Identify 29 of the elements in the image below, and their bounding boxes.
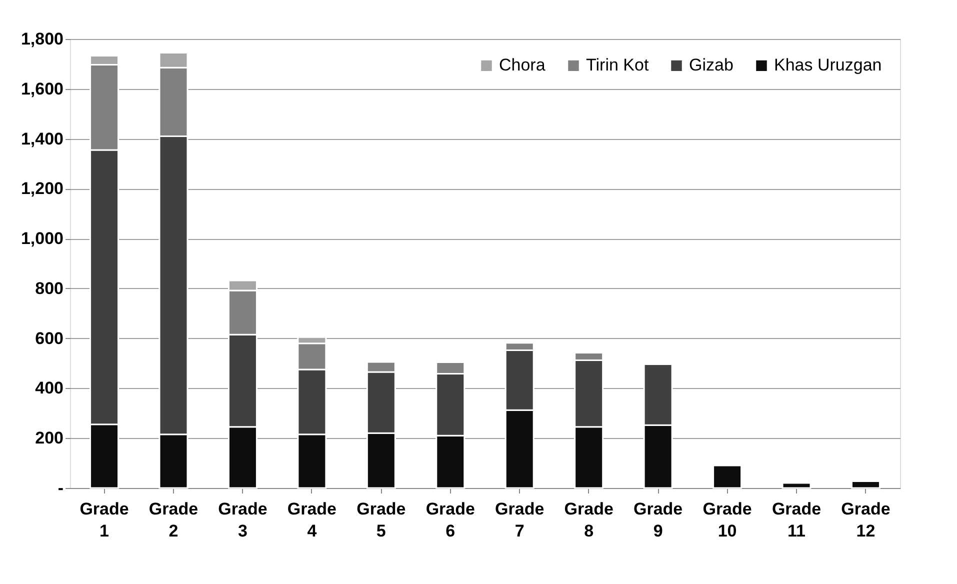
x-tick-label: Grade 12 bbox=[841, 500, 890, 540]
y-tick-label: 1,600 bbox=[20, 79, 64, 98]
legend-label: Tirin Kot bbox=[586, 56, 649, 75]
y-tick-label: 800 bbox=[35, 278, 64, 298]
x-tick-label: Grade 2 bbox=[148, 500, 198, 540]
x-tick-label: Grade 3 bbox=[218, 500, 268, 540]
y-tick-label: 600 bbox=[35, 328, 64, 348]
bar bbox=[712, 464, 742, 489]
y-tick-label: 1,400 bbox=[20, 129, 64, 148]
x-tick-label: Grade 10 bbox=[702, 500, 752, 540]
x-tick-label: Grade 6 bbox=[426, 500, 475, 540]
bar bbox=[850, 480, 880, 489]
y-tick-label: 1,800 bbox=[20, 30, 64, 48]
x-tick-label: Grade 5 bbox=[356, 500, 406, 540]
y-tick-label: 200 bbox=[35, 428, 64, 448]
y-tick-label: 1,200 bbox=[20, 179, 64, 198]
legend-label: Chora bbox=[499, 56, 546, 75]
y-tick-label: 400 bbox=[35, 378, 64, 398]
x-tick-label: Grade 1 bbox=[80, 500, 129, 540]
legend-label: Khas Uruzgan bbox=[774, 56, 882, 75]
x-tick-label: Grade 7 bbox=[495, 500, 544, 540]
y-tick-label: - bbox=[58, 478, 64, 498]
x-tick-label: Grade 9 bbox=[633, 500, 683, 540]
legend-label: Gizab bbox=[689, 56, 734, 75]
x-tick-label: Grade 11 bbox=[772, 500, 822, 540]
bar bbox=[782, 482, 812, 489]
x-tick-label: Grade 8 bbox=[564, 500, 614, 540]
x-tick-label: Grade 4 bbox=[287, 500, 337, 540]
y-tick-label: 1,000 bbox=[20, 229, 64, 248]
